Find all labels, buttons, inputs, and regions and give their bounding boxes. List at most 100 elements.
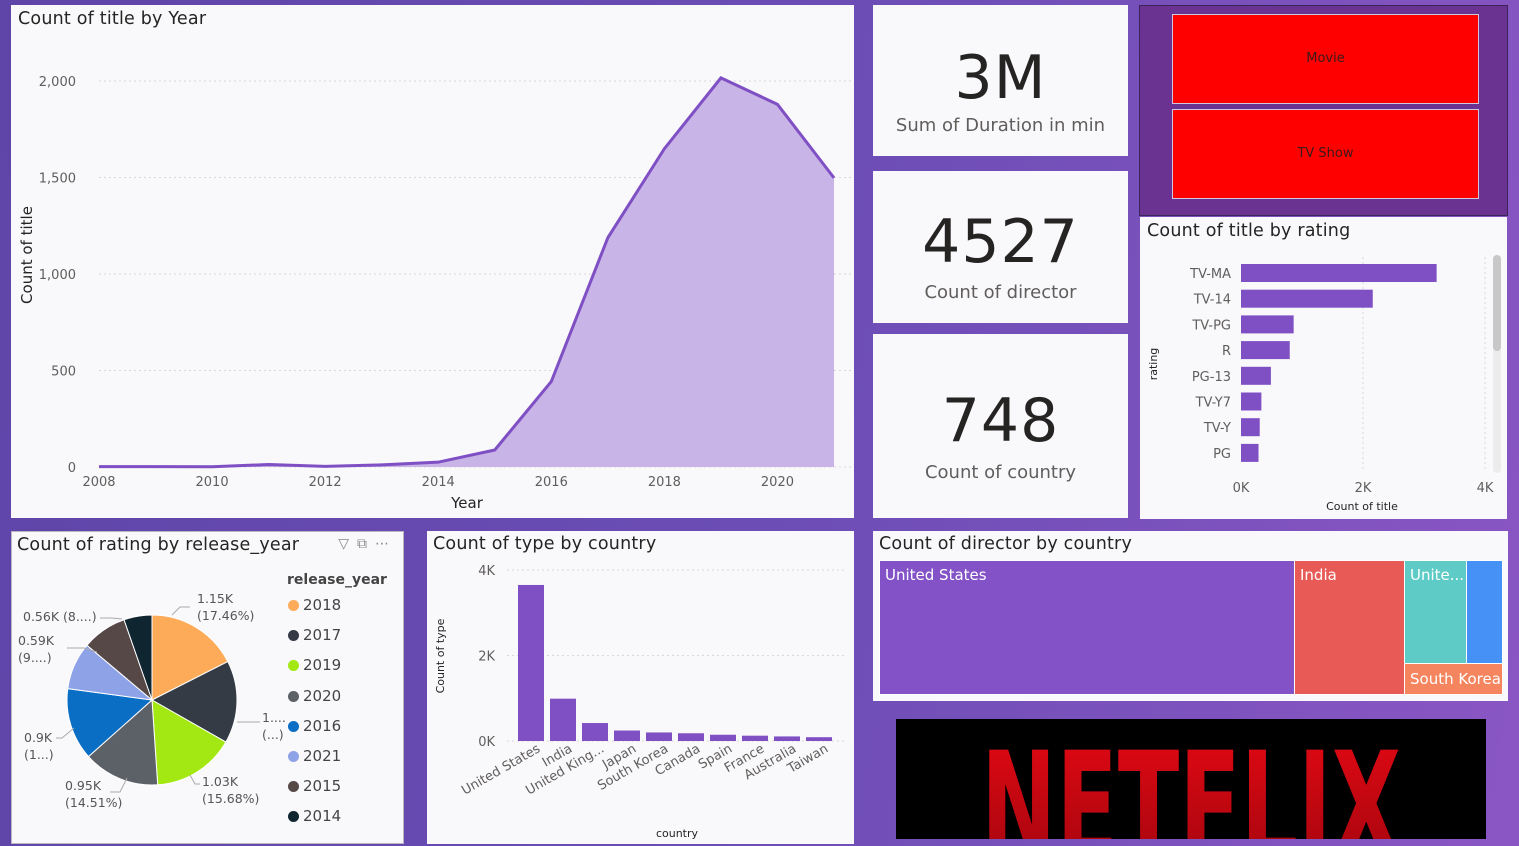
legend-item-2016[interactable]: 2016 bbox=[288, 717, 341, 735]
kpi-label-country: Count of country bbox=[924, 462, 1077, 483]
x-tick-label: 2018 bbox=[648, 475, 681, 490]
treemap-cell-united-states[interactable]: United States bbox=[879, 560, 1295, 695]
kpi-card-duration[interactable]: 3M Sum of Duration in min bbox=[873, 5, 1128, 156]
treemap-card[interactable]: Count of director by country United Stat… bbox=[873, 531, 1508, 701]
x-tick-label: 2012 bbox=[309, 475, 342, 490]
legend-dot bbox=[288, 600, 299, 611]
bar-tv-14 bbox=[1241, 289, 1373, 308]
legend-label: 2018 bbox=[303, 596, 342, 614]
area-chart-card[interactable]: Count of title by Year 0 500 1,000 1,500 2,0… bbox=[11, 5, 854, 518]
x-tick-label: 2008 bbox=[82, 475, 115, 490]
country-chart-card[interactable]: Count of type by country 0K 2K 4K United St… bbox=[427, 531, 854, 844]
slicer-item-movie[interactable]: Movie bbox=[1172, 14, 1479, 104]
netflix-logo: NETFLIX bbox=[896, 719, 1486, 839]
rating-chart-card[interactable]: Count of title by rating 0K 2K 4K TV-MA TV-1… bbox=[1140, 217, 1507, 519]
y-tick-label: PG bbox=[1213, 447, 1231, 462]
kpi-card-director[interactable]: 4527 Count of director bbox=[873, 171, 1128, 323]
kpi-value-country: 748 bbox=[941, 386, 1060, 456]
pie-slice-2017 bbox=[150, 660, 238, 743]
pie-label-2018: 1.15K (17.46%) bbox=[197, 591, 255, 623]
legend-item-2021[interactable]: 2021 bbox=[288, 747, 341, 765]
type-slicer[interactable]: Movie TV Show bbox=[1139, 5, 1508, 216]
pie-leader-line bbox=[189, 774, 200, 785]
bar-tv-y bbox=[1241, 418, 1260, 437]
y-tick-label: 500 bbox=[51, 365, 76, 380]
area-chart-title: Count of title by Year bbox=[18, 9, 207, 29]
pie-chart-title: Count of rating by release_year bbox=[17, 535, 300, 555]
bar-taiwan bbox=[806, 737, 832, 741]
legend-label: 2015 bbox=[303, 777, 342, 796]
legend-item-2014[interactable]: 2014 bbox=[288, 807, 341, 825]
x-tick-label: 2K bbox=[1355, 481, 1372, 496]
legend-item-2019[interactable]: 2019 bbox=[288, 656, 341, 674]
area-chart[interactable]: 0 500 1,000 1,500 2,000 2008 2010 2012 2014 2016 2… bbox=[11, 5, 854, 518]
bar-japan bbox=[614, 730, 640, 741]
y-axis-title: rating bbox=[1147, 348, 1160, 381]
pie-label-2016: 0.9K (1...) bbox=[24, 730, 54, 762]
pie-leader-line bbox=[67, 647, 98, 653]
slicer-item-tvshow[interactable]: TV Show bbox=[1172, 109, 1479, 199]
y-tick-label: 0 bbox=[68, 461, 76, 476]
bar-spain bbox=[710, 734, 736, 741]
bar-india bbox=[550, 698, 576, 741]
kpi-card-country[interactable]: 748 Count of country bbox=[873, 334, 1128, 518]
pie-slice-2018 bbox=[151, 614, 229, 701]
pie-chart-card[interactable]: Count of rating by release_year ▽⧉⋯ rele… bbox=[11, 531, 404, 844]
pie-leader-line bbox=[100, 617, 123, 620]
svg-text:NETFLIX: NETFLIX bbox=[981, 721, 1401, 839]
pie-legend-title: release_year bbox=[287, 572, 387, 588]
legend-item-2015[interactable]: 2015 bbox=[288, 777, 341, 795]
y-tick-label: TV-14 bbox=[1193, 293, 1231, 308]
legend-item-2017[interactable]: 2017 bbox=[288, 626, 341, 644]
treemap-cell-india[interactable]: India bbox=[1294, 560, 1405, 695]
treemap-cell-other[interactable] bbox=[1466, 560, 1503, 664]
y-axis-title: Count of title bbox=[18, 206, 36, 304]
pie-leader-line bbox=[171, 606, 190, 616]
pie-label-2020: 0.95K (14.51%) bbox=[65, 778, 123, 810]
bar-r bbox=[1241, 341, 1290, 360]
treemap-cell-south-korea[interactable]: South Korea bbox=[1404, 663, 1503, 695]
legend-label: 2020 bbox=[303, 686, 342, 705]
legend-item-2018[interactable]: 2018 bbox=[288, 596, 341, 614]
x-tick-label: 0K bbox=[1233, 481, 1250, 496]
y-tick-label: 0K bbox=[478, 735, 495, 750]
pie-slice-2020 bbox=[87, 698, 159, 786]
legend-dot bbox=[288, 690, 299, 702]
pie-slice-2019 bbox=[151, 699, 227, 786]
legend-dot bbox=[288, 630, 299, 642]
bar-pg bbox=[1241, 443, 1259, 462]
legend-label: 2014 bbox=[303, 807, 342, 826]
y-tick-label: 1,000 bbox=[39, 268, 76, 283]
x-axis-title: Year bbox=[450, 494, 484, 512]
bar-tv-ma bbox=[1241, 264, 1437, 282]
legend-item-2020[interactable]: 2020 bbox=[288, 687, 341, 705]
kpi-label-director: Count of director bbox=[924, 282, 1077, 303]
y-tick-label: TV-Y7 bbox=[1195, 396, 1231, 411]
focus-mode-icon[interactable]: ⧉ bbox=[357, 536, 375, 552]
x-tick-label: 2010 bbox=[196, 475, 229, 490]
bar-tv-pg bbox=[1241, 315, 1294, 334]
pie-label-2015: 0.56K (8....) bbox=[23, 609, 97, 624]
rating-chart-title: Count of title by rating bbox=[1147, 221, 1351, 241]
bar-united-king- bbox=[582, 723, 608, 741]
pie-chart[interactable] bbox=[12, 532, 405, 845]
area-fill bbox=[99, 77, 834, 468]
legend-dot bbox=[288, 720, 299, 732]
y-tick-label: TV-PG bbox=[1191, 318, 1231, 333]
x-axis-title: Count of title bbox=[1326, 500, 1398, 513]
area-line bbox=[99, 76, 836, 469]
x-tick-label: 2020 bbox=[761, 475, 794, 490]
scrollbar-thumb bbox=[1493, 255, 1501, 351]
filter-icon[interactable]: ▽ bbox=[338, 536, 357, 552]
more-options-icon[interactable]: ⋯ bbox=[375, 536, 397, 552]
treemap-title: Count of director by country bbox=[879, 534, 1133, 554]
y-tick-label: PG-13 bbox=[1192, 370, 1231, 385]
visual-header-icons[interactable]: ▽⧉⋯ bbox=[338, 536, 397, 552]
kpi-value-duration: 3M bbox=[954, 43, 1047, 113]
y-tick-label: TV-MA bbox=[1189, 267, 1231, 282]
pie-leader-line bbox=[56, 727, 75, 739]
treemap-cell-united-kingdom[interactable]: Unite... bbox=[1404, 560, 1467, 664]
rating-chart[interactable]: 0K 2K 4KTV-MATV-14TV-PGRPG-13TV-Y7TV-YPGCo… bbox=[1140, 217, 1507, 519]
y-axis-title: Count of type bbox=[434, 618, 447, 693]
